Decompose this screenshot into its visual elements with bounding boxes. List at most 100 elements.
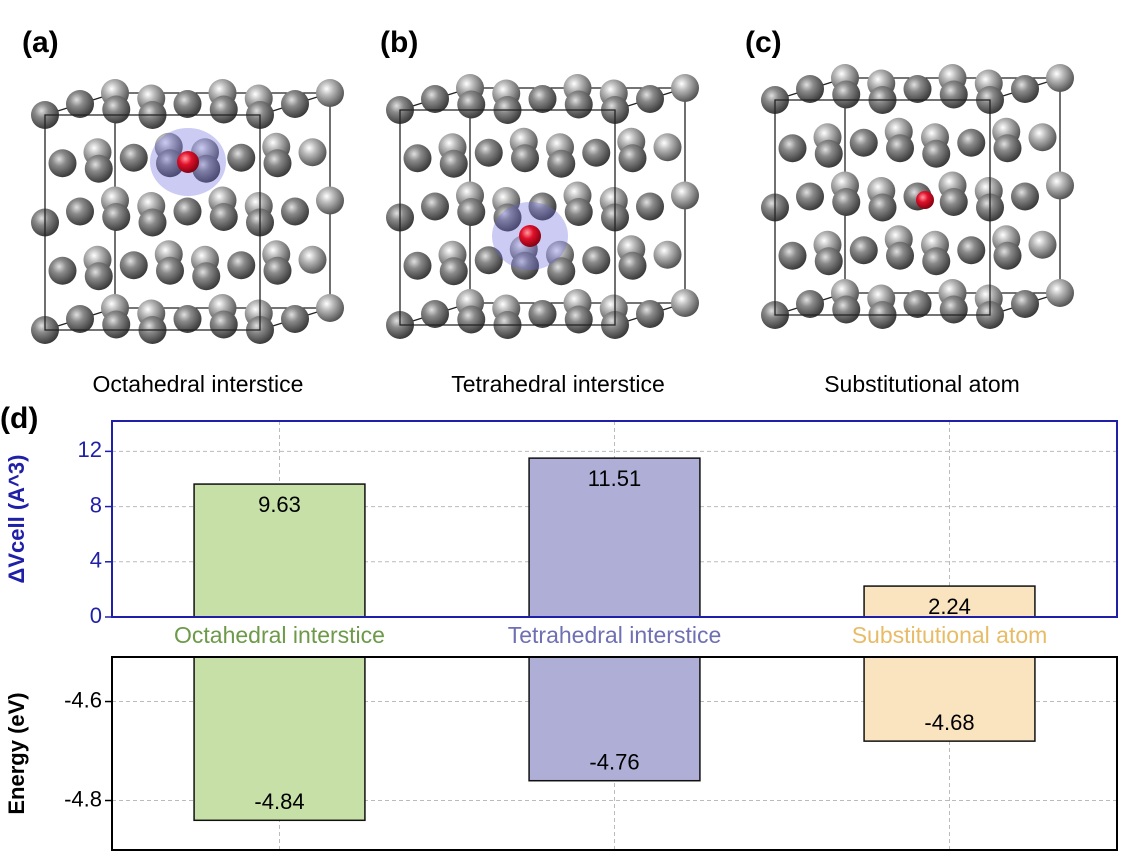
- atom: [796, 290, 824, 318]
- category-label: Substitutional atom: [852, 622, 1048, 648]
- atom: [778, 134, 807, 163]
- atom: [173, 90, 202, 118]
- solute-atom: [916, 191, 934, 209]
- plot-frame: [111, 420, 1118, 618]
- atom: [263, 256, 292, 285]
- atom: [173, 305, 202, 333]
- atom: [102, 203, 131, 231]
- atom: [671, 74, 699, 102]
- atom: [298, 245, 327, 274]
- atom: [832, 188, 861, 216]
- atom: [316, 294, 344, 322]
- atom: [298, 138, 327, 167]
- atom: [939, 80, 968, 109]
- cell-edge: [399, 109, 616, 326]
- atom: [1011, 75, 1039, 103]
- atom: [564, 305, 593, 334]
- atom: [102, 95, 131, 124]
- atom: [528, 192, 557, 221]
- y-tick-label: 4: [90, 548, 102, 573]
- atom: [528, 85, 557, 113]
- atom: [868, 193, 897, 222]
- atom: [832, 295, 861, 324]
- atom: [939, 188, 968, 216]
- atom: [671, 181, 699, 210]
- atom: [192, 154, 221, 183]
- atom: [636, 300, 664, 328]
- atom: [849, 128, 878, 157]
- atom: [421, 85, 449, 113]
- atom: [281, 305, 309, 333]
- plot-frame: [111, 656, 1118, 851]
- atom: [1011, 182, 1039, 211]
- atom: [939, 295, 968, 324]
- atom: [48, 256, 77, 285]
- atom: [528, 300, 557, 328]
- atom: [564, 198, 593, 226]
- atom: [957, 128, 986, 157]
- value-label: -4.76: [589, 750, 639, 775]
- category-label: Tetrahedral interstice: [508, 622, 722, 648]
- atom: [263, 149, 292, 178]
- atom: [582, 138, 611, 167]
- atom: [403, 144, 432, 173]
- atom: [66, 197, 94, 226]
- atom: [778, 241, 807, 270]
- atom: [993, 134, 1022, 163]
- atom: [618, 144, 647, 173]
- atom: [209, 310, 238, 339]
- atom: [457, 198, 486, 226]
- atom: [66, 90, 94, 118]
- atom: [1028, 230, 1057, 259]
- y-axis-label: ΔVcell (A^3): [4, 455, 29, 584]
- atom: [138, 208, 167, 237]
- panel-label: (a): [22, 26, 59, 59]
- atom: [209, 203, 238, 231]
- atom: [66, 305, 94, 333]
- atom: [903, 290, 932, 318]
- category-label: Octahedral interstice: [174, 622, 385, 648]
- atom: [209, 95, 238, 124]
- atom: [119, 251, 148, 280]
- atom: [84, 154, 113, 183]
- caption: Tetrahedral interstice: [451, 371, 665, 397]
- atom: [814, 139, 843, 168]
- y-tick-label: -4.8: [64, 786, 102, 811]
- atom: [102, 310, 131, 339]
- atom: [1046, 64, 1074, 92]
- atom: [511, 144, 539, 173]
- value-label: -4.68: [924, 710, 974, 735]
- bar: [193, 483, 366, 618]
- atom: [1028, 123, 1057, 152]
- atom: [421, 192, 449, 221]
- atom: [281, 197, 309, 226]
- atom: [511, 251, 539, 280]
- atom: [474, 246, 503, 275]
- atom: [156, 256, 184, 285]
- atom: [173, 197, 202, 226]
- atom: [636, 85, 664, 113]
- y-axis-label: Energy (eV): [4, 692, 29, 814]
- atom: [227, 143, 256, 172]
- atom: [1046, 171, 1074, 200]
- caption: Octahedral interstice: [93, 371, 304, 397]
- atom: [903, 75, 932, 103]
- atom: [227, 251, 256, 280]
- panel-label: (c): [745, 26, 782, 59]
- y-tick-label: 12: [78, 437, 102, 462]
- atom: [281, 90, 309, 118]
- atom: [993, 241, 1022, 270]
- structures: [31, 64, 1074, 344]
- atom: [48, 149, 77, 178]
- atom: [796, 75, 824, 103]
- y-tick-label: -4.6: [64, 687, 102, 712]
- bar: [528, 457, 701, 618]
- atom: [1011, 290, 1039, 318]
- atom: [457, 90, 486, 119]
- atom: [886, 134, 914, 163]
- atom: [653, 133, 682, 162]
- atom: [582, 246, 611, 275]
- atom: [474, 138, 503, 167]
- atom: [636, 192, 664, 221]
